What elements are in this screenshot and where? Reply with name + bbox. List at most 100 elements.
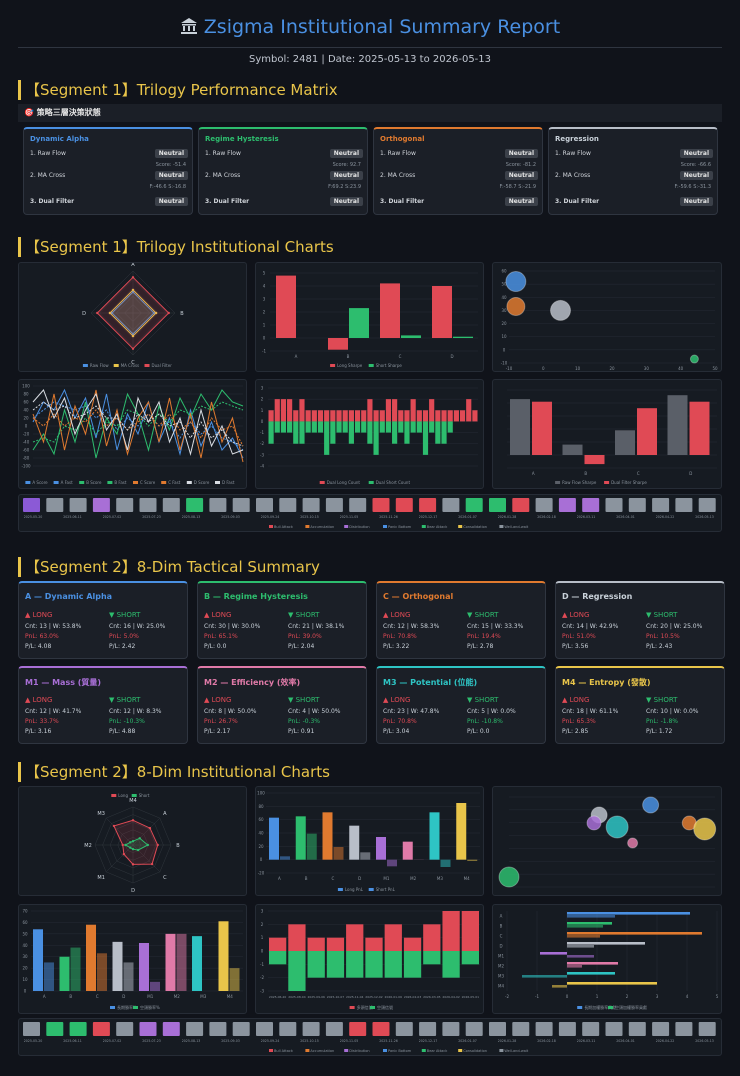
y-tick-label: -1 [260, 430, 264, 435]
bar [70, 947, 81, 991]
bar [305, 410, 311, 422]
layer-row: 3. Dual Filter Neutral [205, 197, 363, 207]
y-tick-label: -3 [260, 452, 264, 457]
long-short-radar-chart: M4 A B C D M1 M2 M3 Long Short [18, 786, 247, 896]
x-tick-label: 0 [566, 994, 569, 999]
date-label: 2025-09-03 [221, 515, 240, 519]
legend-swatch [305, 1049, 310, 1052]
bar [306, 833, 317, 860]
tactical-name: M1 — Mass (質量) [25, 678, 102, 687]
bar [423, 924, 441, 951]
bar [229, 968, 240, 991]
bar [269, 817, 279, 860]
date-label: 2026-04-22 [656, 515, 675, 519]
y-tick-label: 40 [258, 831, 264, 836]
long-label: ▲ LONG [562, 696, 590, 704]
short-pnl: PnL: 39.0% [288, 633, 322, 640]
state-block [116, 498, 134, 512]
layer-label: 1. Raw Flow [205, 150, 241, 157]
bar [280, 399, 287, 422]
layer-label: 3. Dual Filter [555, 198, 600, 205]
legend-label: Raw Flow Sharpe [562, 480, 597, 485]
radar-axis-label: B [180, 311, 184, 317]
layer-row: 1. Raw Flow Neutral [205, 149, 363, 159]
legend-label: 空頭勝率% [140, 1004, 160, 1010]
report-subtitle: Symbol: 2481 | Date: 2025-05-13 to 2026-… [248, 54, 492, 65]
legend-label: Bull Attack [274, 1049, 294, 1053]
bar [328, 338, 348, 350]
x-tick-label: 5 [716, 994, 719, 999]
radar-point [131, 819, 135, 822]
bar [459, 410, 466, 422]
bar [567, 922, 612, 925]
bar [402, 841, 413, 860]
legend-swatch [111, 794, 117, 797]
radar-point [131, 290, 135, 294]
state-block [535, 498, 553, 512]
tactical-name: M4 — Entropy (發散) [562, 678, 651, 687]
bar [307, 951, 325, 978]
x-tick-label: M4 [227, 994, 233, 999]
y-tick-label: 50 [22, 931, 28, 936]
radar-axis-label: M3 [97, 811, 105, 817]
date-label: 2026-04-01 [616, 1039, 635, 1043]
bar [567, 955, 594, 958]
layer-label: 2. MA Cross [380, 172, 416, 179]
bar [398, 410, 404, 422]
legend-swatch [555, 481, 561, 484]
legend-label: Accumulation [310, 1049, 334, 1053]
tactical-card: B — Regime Hysteresis ▲ LONG Cnt: 30 | W: … [197, 581, 367, 659]
bar [360, 852, 371, 860]
bar [441, 421, 447, 444]
bar [295, 816, 306, 860]
long-pnl: PnL: 63.0% [25, 633, 59, 640]
radar-point [131, 334, 135, 338]
legend-swatch [269, 1049, 273, 1052]
bar [346, 951, 364, 978]
bar [447, 421, 453, 433]
legend-label: Distribution [349, 1049, 369, 1053]
layer-label: 3. Dual Filter [205, 198, 250, 205]
fast-slow-text: F:-59.6 S:-31.3 [674, 184, 712, 190]
radar-point [152, 311, 156, 315]
bar [416, 410, 422, 422]
bar [422, 410, 429, 422]
long-column: ▲ LONG Cnt: 23 | W: 47.8% PnL: 70.8% P/L: 3… [383, 696, 463, 738]
state-block [139, 1022, 157, 1036]
bar [466, 399, 472, 422]
bar [269, 951, 287, 965]
legend-swatch [79, 481, 85, 484]
bar [348, 410, 354, 422]
legend-swatch [107, 481, 113, 484]
layer-row: 3. Dual Filter Neutral [30, 197, 188, 207]
bar [429, 399, 435, 422]
legend-label: Well-and-wait [504, 1049, 528, 1053]
state-block [675, 1022, 693, 1036]
y-tick-label: 5 [263, 271, 266, 276]
layer-label: 1. Raw Flow [555, 150, 591, 157]
legend-label: 多頭信號 [357, 1004, 373, 1010]
bar [317, 421, 324, 433]
bar [330, 410, 336, 422]
bar [637, 408, 657, 455]
state-block [186, 1022, 204, 1036]
x-tick-label: B [305, 876, 308, 881]
y-tick-label: 50 [501, 282, 507, 287]
legend-swatch [344, 1049, 349, 1052]
state-block [675, 498, 693, 512]
bar [59, 956, 70, 991]
y-tick-label: 100 [257, 791, 265, 796]
y-tick-label: 0 [503, 347, 506, 352]
state-block [186, 498, 204, 512]
y-tick-label: 80 [23, 392, 29, 397]
layer-label: 2. MA Cross [205, 172, 241, 179]
fast-slow-text: F:-46.6 S:-16.8 [149, 184, 187, 190]
short-pl: P/L: 2.04 [288, 643, 315, 650]
bar [317, 410, 324, 422]
bar [349, 825, 360, 860]
status-badge: Neutral [504, 197, 538, 206]
sharpe-bar-chart: -1 0 1 2 3 4 5 A B C D Long Sharpe Short Sharpe [255, 262, 484, 372]
bar [440, 859, 451, 867]
radar-point [131, 276, 135, 279]
score-text: Score: -51.4 [155, 162, 186, 168]
